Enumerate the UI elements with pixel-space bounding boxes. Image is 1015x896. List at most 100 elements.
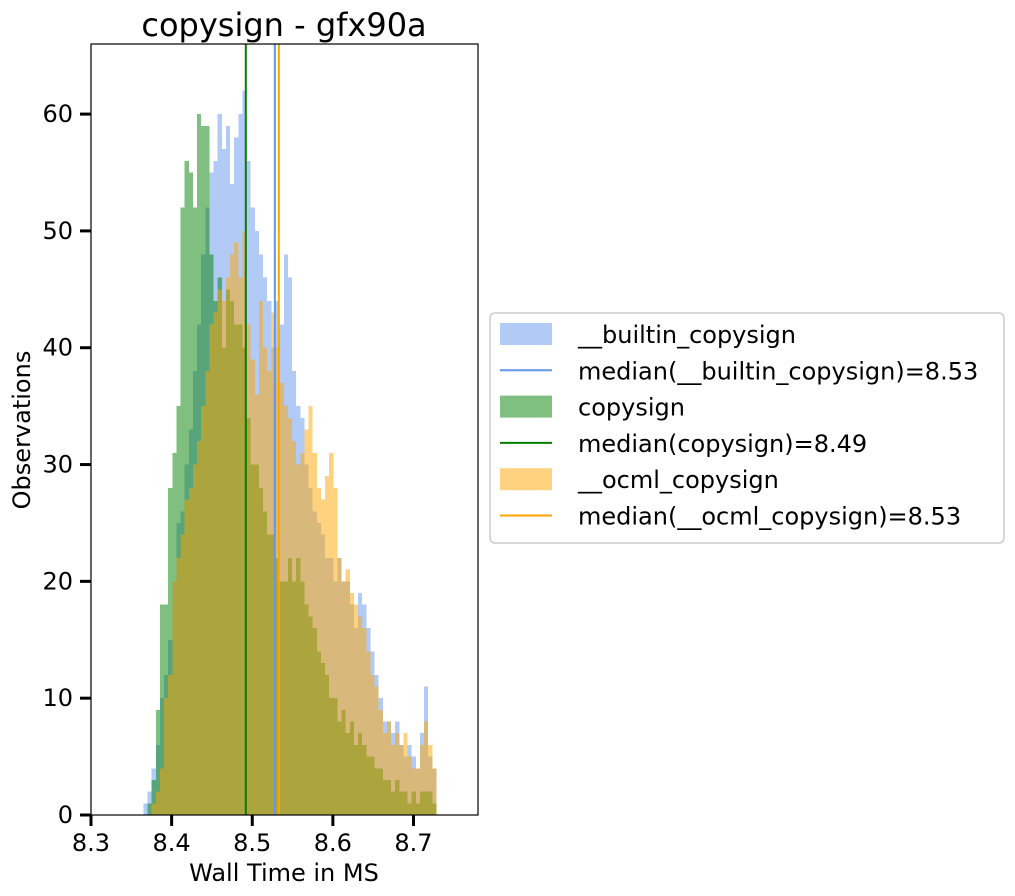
histogram-bar (312, 452, 317, 815)
x-axis-label: Wall Time in MS (189, 859, 379, 887)
histogram-bar (250, 359, 255, 815)
legend-swatch (500, 395, 552, 418)
histogram-bar (292, 441, 297, 815)
histogram-bar (197, 441, 202, 815)
legend-label: copysign (578, 394, 685, 422)
y-tick-label: 40 (42, 334, 73, 362)
y-axis-label: Observations (8, 351, 36, 510)
x-axis: 8.3 8.4 8.5 8.6 8.7 (72, 815, 433, 857)
histogram-bar (345, 569, 350, 815)
histogram-bar (415, 768, 420, 815)
legend: __builtin_copysign median(__builtin_copys… (489, 312, 1005, 544)
histogram-bar (159, 604, 165, 815)
histogram-bar (164, 698, 169, 815)
legend-item: __builtin_copysign (500, 321, 796, 349)
histogram-bar (271, 312, 276, 815)
histogram-bar (180, 534, 185, 815)
histogram-bar (325, 476, 330, 815)
x-tick-label: 8.3 (72, 829, 110, 857)
histogram-bar (172, 581, 177, 815)
histogram-bar (254, 394, 259, 815)
legend-item: median(__builtin_copysign)=8.53 (500, 357, 978, 385)
legend-label: __builtin_copysign (577, 321, 796, 349)
histogram-bar (151, 779, 156, 815)
histogram-bar (419, 744, 425, 815)
histogram-bar (304, 429, 309, 815)
histogram-bar (428, 744, 433, 815)
histogram-bar (370, 674, 375, 815)
histogram-bar (279, 382, 284, 815)
histogram-bar (275, 347, 280, 815)
histogram-bar (391, 744, 396, 815)
histogram-bar (168, 674, 173, 815)
legend-label: median(__builtin_copysign)=8.53 (578, 357, 978, 385)
histogram-bar (366, 651, 371, 815)
histogram-bar (147, 803, 152, 815)
chart-title: copysign - gfx90a (141, 6, 426, 44)
legend-swatch (500, 468, 552, 491)
y-tick-label: 30 (42, 451, 73, 479)
histogram-bar (221, 301, 226, 815)
y-tick-label: 60 (42, 100, 73, 128)
legend-item: __ocml_copysign (500, 466, 779, 494)
histogram-bar (151, 803, 156, 815)
plot-area (90, 43, 479, 816)
histogram-bar (258, 301, 264, 815)
histogram-bar (205, 371, 210, 815)
histogram-bar (362, 628, 367, 815)
histogram-bar (386, 721, 392, 815)
histogram-bar (238, 277, 243, 815)
histogram-bar (341, 581, 346, 815)
histogram-bar (333, 487, 338, 815)
series-2-bars (151, 230, 437, 816)
histogram-bar (176, 558, 181, 815)
y-tick-label: 20 (42, 567, 73, 595)
histogram-bar (382, 733, 387, 815)
histogram-bar (225, 277, 231, 815)
median-lines (244, 44, 280, 815)
histogram-bar (246, 324, 251, 815)
y-tick-label: 0 (58, 801, 73, 829)
y-axis: 0 10 20 30 40 50 60 (42, 100, 91, 829)
histogram-bar (300, 452, 305, 815)
histogram-bar (316, 487, 321, 815)
histogram-bar (283, 406, 288, 815)
legend-item: median(copysign)=8.49 (500, 430, 867, 458)
histogram-bar (143, 803, 148, 815)
histogram-bar (217, 289, 222, 815)
histogram-bar (374, 686, 379, 815)
histogram-bar (213, 312, 218, 815)
histogram-bar (287, 417, 293, 815)
histogram-bar (320, 499, 326, 815)
y-tick-label: 10 (42, 684, 73, 712)
legend-item: copysign (500, 394, 685, 422)
histogram-bar (296, 464, 301, 815)
legend-label: median(copysign)=8.49 (578, 430, 867, 458)
plot-frame (90, 43, 479, 816)
histogram-bar (168, 487, 173, 815)
histogram-bar (188, 487, 193, 815)
y-tick-label: 50 (42, 217, 73, 245)
histogram-bar (263, 347, 268, 815)
histogram-bar (378, 709, 383, 815)
histogram-bars (143, 90, 437, 816)
histogram-bar (155, 791, 160, 815)
histogram-bar (180, 207, 185, 815)
histogram-bar (230, 254, 235, 816)
histogram-bar (184, 499, 189, 815)
histogram-bar (403, 733, 408, 815)
histogram-bar (407, 756, 412, 815)
histogram-bar (337, 558, 342, 815)
histogram-bar (209, 324, 214, 815)
histogram-bar (201, 406, 206, 815)
histogram-bar (308, 406, 313, 815)
x-tick-label: 8.7 (394, 829, 432, 857)
histogram-bar (192, 464, 198, 815)
histogram-bar (329, 452, 334, 815)
histogram-bar (395, 733, 400, 815)
legend-item: median(__ocml_copysign)=8.53 (500, 503, 961, 531)
histogram-bar (155, 709, 160, 815)
legend-label: median(__ocml_copysign)=8.53 (578, 503, 961, 531)
histogram-bar (399, 744, 404, 815)
